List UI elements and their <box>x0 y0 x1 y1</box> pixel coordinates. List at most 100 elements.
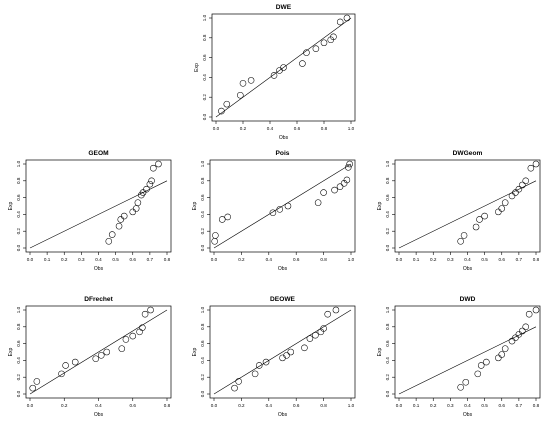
y-tick-label: 1.0 <box>200 160 205 167</box>
data-point <box>474 370 482 378</box>
x-tick-label: 0.3 <box>447 257 454 262</box>
y-tick-label: 0.8 <box>385 177 390 184</box>
data-point <box>212 232 219 239</box>
data-point <box>247 77 255 84</box>
data-point <box>324 310 331 318</box>
x-tick-label: 0.7 <box>516 257 523 262</box>
scatter-panel-dfrechet: DFrechet 0.0 0.2 0.4 0.6 0.8 0.0 0.2 0.4 0.6 0.8 1.… <box>8 296 172 418</box>
data-point <box>343 14 351 22</box>
data-point <box>139 324 146 331</box>
x-tick-label: 0.8 <box>533 403 540 408</box>
data-point <box>330 33 337 41</box>
x-tick-label: 0.2 <box>61 257 68 262</box>
data-point <box>58 370 65 378</box>
x-tick-label: 1.0 <box>348 257 355 262</box>
data-point <box>312 331 319 339</box>
x-tick-label: 0.6 <box>293 403 300 408</box>
y-axis-label: Exp <box>192 347 198 356</box>
data-point <box>303 49 310 56</box>
y-tick-label: 1.0 <box>202 14 207 21</box>
scatter-panel-deowe: DEOWE 0.0 0.2 0.4 0.6 0.8 1.0 0.0 0.2 0.4 0.6 0.8 1.… <box>192 296 356 418</box>
x-axis-label: Obs <box>463 412 473 418</box>
data-point <box>332 306 340 314</box>
y-tick-label: 0.6 <box>16 194 21 201</box>
x-tick-label: 0.0 <box>211 403 218 408</box>
data-point <box>525 310 533 318</box>
plot-frame <box>25 159 172 253</box>
panel-title: DWGeom <box>453 150 483 157</box>
data-point <box>287 348 294 356</box>
data-point <box>270 72 278 79</box>
y-tick-label: 0.8 <box>200 323 205 330</box>
reference-line <box>29 180 168 249</box>
x-tick-label: 0.1 <box>44 257 51 262</box>
x-tick-label: 0.4 <box>266 403 273 408</box>
scatter-panel-pois: Pois 0.0 0.2 0.4 0.6 0.8 1.0 0.0 0.2 0.4 0.6 0.8 1.0… <box>192 150 356 272</box>
x-tick-label: 0.7 <box>516 403 523 408</box>
data-point <box>299 60 306 67</box>
data-point <box>218 107 225 115</box>
data-point <box>148 177 155 185</box>
data-point <box>155 160 162 168</box>
y-tick-label: 0.8 <box>385 323 390 330</box>
y-tick-label: 0.6 <box>16 340 21 347</box>
plot-frame <box>209 159 356 253</box>
data-point <box>344 164 352 171</box>
y-tick-label: 1.0 <box>16 306 21 313</box>
reference-line <box>29 309 168 395</box>
data-point <box>218 216 226 223</box>
x-axis-label: Obs <box>278 412 288 418</box>
x-tick-label: 0.5 <box>481 403 488 408</box>
y-tick-label: 0.4 <box>16 211 21 218</box>
data-point <box>129 332 137 340</box>
x-tick-label: 0.8 <box>533 257 540 262</box>
data-point <box>269 209 277 216</box>
data-point <box>97 352 105 359</box>
x-tick-label: 0.8 <box>320 403 327 408</box>
y-tick-label: 0.2 <box>385 374 390 381</box>
x-tick-label: 0.2 <box>240 126 247 131</box>
x-tick-label: 0.0 <box>27 257 34 262</box>
data-point <box>512 334 519 341</box>
panel-title: DEOWE <box>270 296 296 303</box>
reference-line <box>398 180 537 249</box>
y-tick-label: 0.2 <box>16 228 21 235</box>
data-point <box>501 345 509 352</box>
y-axis-label: Exp <box>194 63 200 72</box>
plot-frame <box>394 305 541 399</box>
y-tick-label: 0.6 <box>200 194 205 201</box>
y-tick-label: 0.0 <box>200 244 205 251</box>
data-point <box>105 238 113 245</box>
data-point <box>346 160 353 168</box>
x-tick-label: 0.7 <box>147 257 154 262</box>
data-point <box>498 205 506 212</box>
y-tick-label: 0.6 <box>200 340 205 347</box>
x-tick-label: 0.6 <box>499 403 506 408</box>
data-point <box>231 384 238 392</box>
data-point <box>262 358 270 366</box>
data-point <box>115 222 123 230</box>
data-point <box>29 384 37 392</box>
x-tick-label: 0.1 <box>413 403 420 408</box>
data-point <box>515 331 523 338</box>
data-point <box>92 355 100 362</box>
y-tick-label: 0.8 <box>202 34 207 41</box>
y-tick-label: 0.8 <box>200 177 205 184</box>
data-point <box>122 336 130 343</box>
data-point <box>71 358 79 366</box>
x-tick-label: 0.8 <box>321 126 328 131</box>
x-tick-label: 0.5 <box>112 257 119 262</box>
x-tick-label: 0.4 <box>95 257 102 262</box>
panel-title: DWD <box>460 296 476 303</box>
data-point <box>143 185 150 193</box>
x-tick-label: 1.0 <box>348 126 355 131</box>
data-point <box>336 183 344 190</box>
data-point <box>108 231 116 238</box>
data-point <box>146 180 154 188</box>
data-point <box>284 202 292 210</box>
data-point <box>237 91 244 99</box>
x-tick-label: 0.4 <box>464 257 471 262</box>
data-point <box>320 189 327 196</box>
x-tick-label: 0.8 <box>164 257 171 262</box>
x-tick-label: 0.4 <box>266 257 273 262</box>
